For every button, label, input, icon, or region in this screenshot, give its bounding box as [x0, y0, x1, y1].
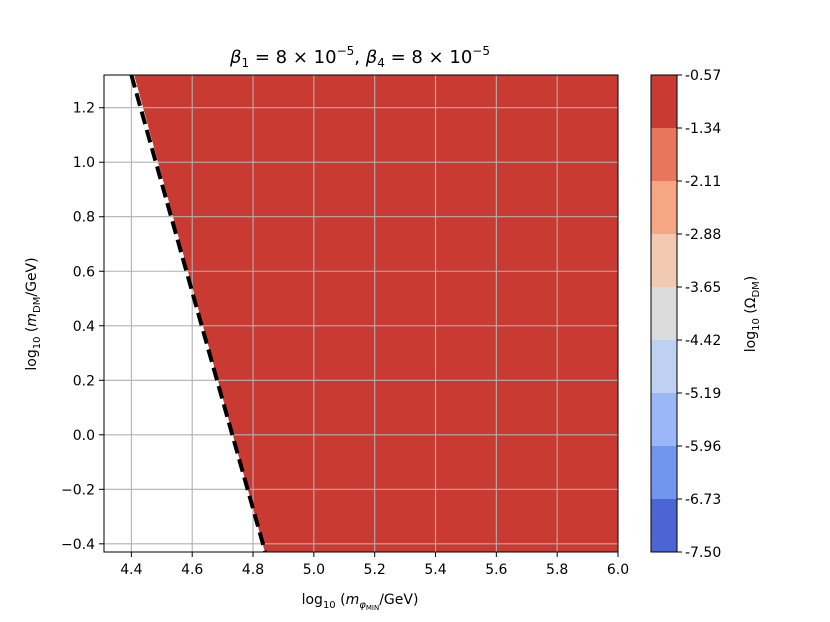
- colorbar-tick-label-4: -3.65: [685, 280, 721, 296]
- plot-frame: [103, 74, 619, 553]
- x-tick-label-4: 5.2: [364, 562, 386, 578]
- colorbar-tick-label-3: -2.88: [685, 227, 721, 243]
- title-beta1-symbol: β: [229, 47, 242, 68]
- x-label-min-subscript: MIN: [366, 604, 379, 612]
- y-label-open: (: [24, 327, 40, 337]
- y-tick-label-2: 0.0: [73, 428, 95, 444]
- colorbar-ticks: -0.57 -1.34 -2.11 -2.88 -3.65 -4.42 -5.19 -5.96…: [677, 68, 721, 561]
- title-beta4-exponent: −5: [472, 44, 490, 58]
- title-beta1-subscript: 1: [242, 56, 250, 70]
- y-tick-label-8: 1.2: [73, 101, 95, 117]
- colorbar-segment-3: [651, 181, 677, 235]
- x-tick-label-6: 5.6: [485, 562, 507, 578]
- y-label-log-subscript: 10: [32, 337, 43, 350]
- x-tick-label-1: 4.6: [181, 562, 203, 578]
- colorbar-tick-label-0: -0.57: [685, 68, 721, 84]
- colorbar-tick-label-8: -6.73: [685, 492, 721, 508]
- cbar-label-dm-subscript: DM: [751, 281, 762, 297]
- x-tick-label-2: 4.8: [242, 562, 264, 578]
- colorbar-segment-1: [651, 75, 677, 129]
- cbar-label-log-subscript: 10: [751, 318, 762, 331]
- x-label-log-subscript: 10: [323, 600, 336, 611]
- title-beta1-value: = 8 × 10: [249, 47, 336, 68]
- plot-area: [104, 75, 618, 552]
- x-label-unit: /GeV): [379, 592, 418, 608]
- colorbar-tick-label-6: -5.19: [685, 386, 721, 402]
- colorbar-segment-7: [651, 393, 677, 447]
- x-label-phi-subscript: φ: [359, 600, 366, 611]
- boundary-line-group: [129, 75, 268, 552]
- title-separator: ,: [354, 47, 365, 68]
- x-axis-label: log10 (mφMIN/GeV): [302, 592, 419, 612]
- x-tick-label-3: 5.0: [303, 562, 325, 578]
- y-label-log: log: [24, 349, 40, 370]
- x-label-m: m: [346, 592, 360, 608]
- colorbar-tick-label-1: -1.34: [685, 121, 721, 137]
- colorbar-segment-2: [651, 128, 677, 182]
- colorbar: [651, 75, 677, 553]
- colorbar-segment-8: [651, 446, 677, 500]
- title-beta4-symbol: β: [365, 47, 378, 68]
- contour-bands: [134, 75, 618, 552]
- y-label-unit: /GeV): [24, 257, 40, 296]
- colorbar-frame: [650, 74, 678, 553]
- colorbar-tick-label-7: -5.96: [685, 439, 721, 455]
- colorbar-segment-9: [651, 499, 677, 553]
- y-tick-label-1: −0.2: [61, 482, 95, 498]
- colorbar-label: log10 (ΩDM): [743, 276, 762, 353]
- colorbar-tick-label-5: -4.42: [685, 333, 721, 349]
- title-beta4-value: = 8 × 10: [385, 47, 472, 68]
- colorbar-segment-4: [651, 234, 677, 288]
- y-tick-label-6: 0.8: [73, 210, 95, 226]
- x-label-open: (: [336, 592, 346, 608]
- x-tick-label-8: 6.0: [607, 562, 629, 578]
- y-tick-label-3: 0.2: [73, 373, 95, 389]
- y-label-dm-subscript: DM: [32, 297, 43, 313]
- x-axis-ticks: 4.4 4.6 4.8 5.0 5.2 5.4 5.6 5.8 6.0: [120, 552, 629, 578]
- y-tick-label-7: 1.0: [73, 155, 95, 171]
- title-beta1-exponent: −5: [337, 44, 355, 58]
- boundary-dashed-line: [129, 75, 268, 552]
- x-tick-label-5: 5.4: [424, 562, 446, 578]
- x-tick-label-0: 4.4: [120, 562, 142, 578]
- grid-lines: [104, 75, 618, 552]
- y-tick-label-4: 0.4: [73, 319, 95, 335]
- y-axis-ticks: −0.4 −0.2 0.0 0.2 0.4 0.6 0.8 1.0 1.2: [61, 101, 104, 553]
- x-tick-label-7: 5.8: [546, 562, 568, 578]
- y-tick-label-5: 0.6: [73, 264, 95, 280]
- chart-title: β1 = 8 × 10−5, β4 = 8 × 10−5: [229, 44, 490, 70]
- x-label-log: log: [302, 592, 323, 608]
- y-tick-label-0: −0.4: [61, 537, 95, 553]
- colorbar-segment-6: [651, 340, 677, 394]
- title-beta4-subscript: 4: [377, 56, 385, 70]
- y-axis-label: log10 (mDM/GeV): [24, 257, 43, 370]
- colorbar-tick-label-9: -7.50: [685, 545, 721, 561]
- colorbar-tick-label-2: -2.11: [685, 174, 721, 190]
- y-label-m: m: [24, 313, 40, 327]
- cbar-label-close: ): [743, 276, 759, 281]
- cbar-label-log: log: [743, 331, 759, 352]
- colorbar-segment-5: [651, 287, 677, 341]
- cbar-label-omega: (Ω: [743, 297, 759, 318]
